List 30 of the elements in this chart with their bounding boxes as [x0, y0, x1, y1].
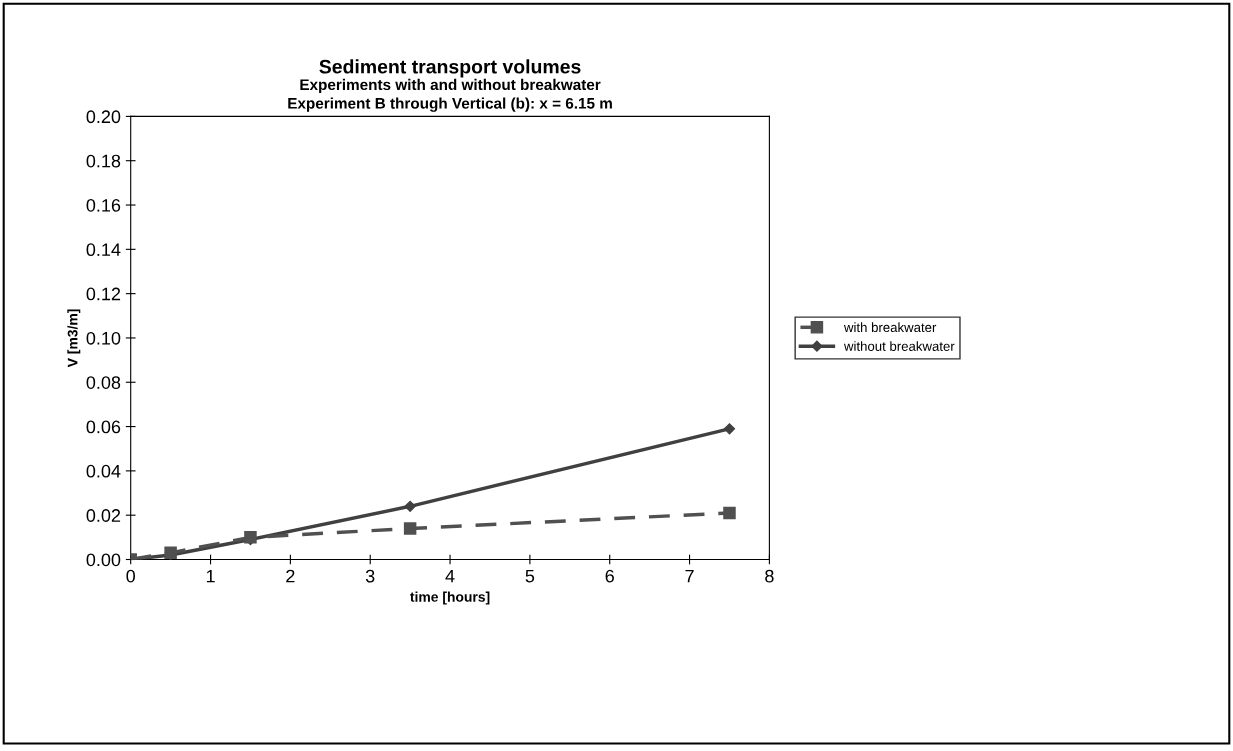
x-tick-label: 4 [445, 569, 455, 583]
legend-label: with breakwater [843, 322, 937, 333]
y-tick-label: 0.04 [86, 464, 121, 478]
x-axis-title: time [hours] [410, 591, 490, 605]
x-tick-label: 1 [206, 569, 215, 583]
point [723, 423, 736, 435]
y-tick-label: 0.14 [86, 243, 121, 257]
x-tick-label: 5 [525, 569, 535, 583]
x-tick-label: 0 [126, 569, 136, 583]
point [723, 506, 736, 520]
point [404, 500, 416, 512]
x-tick-label: 8 [765, 569, 774, 583]
x-tick-label: 3 [365, 569, 375, 583]
y-tick-label: 0.02 [86, 509, 121, 522]
y-tick-label: 0.18 [86, 154, 121, 168]
y-tick-label: 0.12 [86, 287, 121, 301]
x-tick-label: 2 [286, 569, 295, 583]
point [403, 522, 417, 535]
x-tick-label: 7 [685, 569, 694, 583]
y-tick-label: 0.08 [86, 376, 121, 389]
legend-label: without breakwater [843, 341, 955, 351]
y-tick-label: 0.06 [86, 420, 121, 434]
y-tick-label: 0.20 [86, 110, 121, 124]
y-tick-label: 0.00 [86, 553, 121, 567]
y-tick-label: 0.10 [86, 331, 121, 345]
chart-title: Sediment transport volumes [319, 59, 581, 78]
x-tick-label: 6 [605, 569, 614, 583]
y-axis-title: V [m3/m] [67, 309, 81, 368]
y-tick-label: 0.16 [86, 198, 121, 212]
chart-subtitle: Experiments with and without breakwater Experiment B through Vertical (b): x = 6.15 m [288, 78, 612, 112]
